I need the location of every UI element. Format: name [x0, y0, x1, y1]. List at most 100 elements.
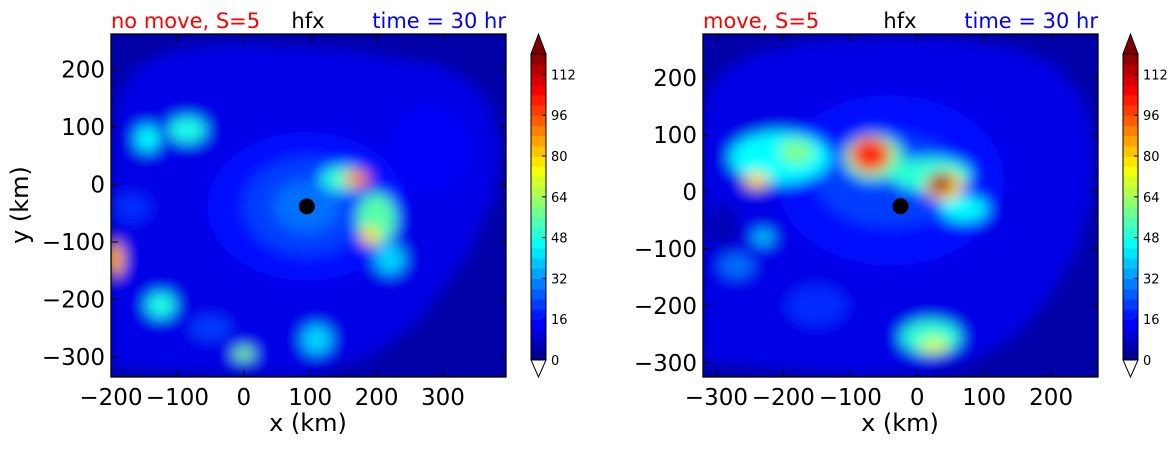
colorbar-band	[531, 288, 546, 300]
colorbar-band	[1123, 298, 1138, 310]
colorbar-tick-label: 48	[1143, 232, 1160, 247]
colorbar-extend-min	[1122, 359, 1139, 379]
field-feature	[302, 325, 332, 355]
colorbar-band	[1123, 115, 1138, 126]
x-tick-label: −300	[685, 385, 748, 411]
plot-frame	[702, 33, 1099, 378]
field-feature	[146, 292, 176, 318]
colorbar-band	[1123, 237, 1138, 249]
colorbar-band	[1123, 186, 1138, 198]
y-tick-label: 0	[90, 173, 105, 199]
colorbar-band	[531, 207, 546, 218]
colorbar-band	[531, 94, 546, 106]
x-tick-label: −200	[752, 385, 815, 411]
panel-title-left: move, S=5	[703, 9, 819, 33]
panel-title-right: time = 30 hr	[372, 9, 506, 33]
colorbar-frame	[1122, 53, 1139, 361]
colorbar-band	[531, 349, 546, 361]
colorbar-band	[1123, 217, 1138, 228]
colorbar-band	[531, 217, 546, 228]
x-tick-label: 200	[355, 385, 399, 411]
colorbar-band	[1123, 125, 1138, 137]
colorbar-band	[531, 329, 546, 341]
colorbar-tick-label: 0	[1143, 354, 1151, 369]
field-feature	[719, 254, 754, 278]
field-feature	[928, 173, 953, 194]
colorbar: 0 16 32 48 64 80 96 112	[530, 32, 576, 379]
storm-center-marker	[892, 198, 909, 215]
colorbar-band	[1123, 227, 1138, 239]
x-tick-label: −100	[819, 385, 882, 411]
colorbar-band	[531, 156, 546, 167]
y-tick-label: 200	[653, 66, 697, 92]
colorbar-frame	[530, 53, 547, 361]
y-tick-label: −200	[634, 294, 697, 320]
colorbar-tick-label: 32	[1143, 272, 1160, 287]
y-tick-label: 200	[61, 58, 105, 84]
colorbar-band	[1123, 349, 1138, 361]
y-tick-label: −200	[42, 287, 105, 313]
panel-move: move, S=5 hfx time = 30 hr −300 −200 −100 0…	[634, 9, 1168, 437]
colorbar-band	[1123, 278, 1138, 290]
colorbar-band	[1123, 135, 1138, 147]
field-feature	[135, 126, 160, 152]
colorbar-band	[531, 247, 546, 259]
colorbar-band	[1123, 166, 1138, 177]
field-feature	[850, 137, 891, 172]
x-tick-label: 300	[421, 385, 465, 411]
x-tick-label: −200	[79, 385, 142, 411]
colorbar-band	[1123, 64, 1138, 75]
colorbar-tick-label: 32	[551, 272, 568, 287]
y-tick-label: 100	[653, 123, 697, 149]
colorbar-extend-min	[530, 359, 547, 379]
field-feature	[780, 140, 814, 164]
x-tick-label: 200	[1029, 385, 1073, 411]
y-tick-label: −100	[634, 237, 697, 263]
colorbar-band	[531, 105, 546, 116]
field-feature	[111, 242, 124, 277]
colorbar-band	[1123, 84, 1138, 96]
plot-frame	[110, 33, 507, 378]
colorbar-band	[1123, 145, 1138, 157]
field-feature	[753, 230, 774, 245]
colorbar-band	[531, 196, 546, 208]
colorbar-band	[1123, 207, 1138, 218]
field-feature	[706, 203, 740, 249]
colorbar-band	[531, 298, 546, 310]
colorbar-extend-max	[530, 32, 547, 55]
colorbar-band	[1123, 258, 1138, 269]
colorbar-tick-label: 48	[551, 232, 568, 247]
colorbar-band	[531, 115, 546, 126]
colorbar-band	[1123, 196, 1138, 208]
colorbar-band	[1123, 288, 1138, 300]
colorbar: 0 16 32 48 64 80 96 112	[1122, 32, 1168, 379]
colorbar-band	[531, 84, 546, 96]
field-feature	[389, 104, 470, 197]
y-axis-label: y (km)	[6, 166, 34, 244]
x-axis-label: x (km)	[269, 409, 347, 437]
colorbar-band	[1123, 339, 1138, 351]
colorbar-tick-label: 0	[551, 354, 559, 369]
colorbar-tick-label: 112	[1143, 68, 1168, 83]
field-feature	[375, 244, 405, 274]
field-feature	[233, 347, 255, 361]
colorbar-band	[1123, 268, 1138, 279]
storm-center-marker	[298, 198, 315, 215]
colorbar-tick-label: 64	[551, 191, 568, 206]
field-feature	[360, 227, 380, 246]
colorbar-tick-label: 16	[1143, 313, 1160, 328]
field-feature	[190, 316, 231, 340]
x-tick-label: 100	[962, 385, 1006, 411]
panel-title-left: no move, S=5	[111, 9, 260, 33]
colorbar-band	[1123, 156, 1138, 167]
colorbar-band	[1123, 247, 1138, 259]
x-tick-label: −100	[146, 385, 209, 411]
colorbar-band	[531, 54, 546, 65]
colorbar-tick-label: 16	[551, 313, 568, 328]
colorbar-band	[531, 74, 546, 86]
field-feature	[920, 337, 948, 354]
field-feature	[111, 193, 151, 222]
colorbar-band	[531, 176, 546, 188]
x-tick-label: 0	[910, 385, 925, 411]
